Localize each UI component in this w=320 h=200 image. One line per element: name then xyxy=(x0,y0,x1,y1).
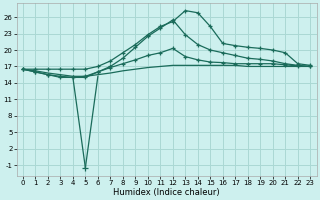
X-axis label: Humidex (Indice chaleur): Humidex (Indice chaleur) xyxy=(113,188,220,197)
